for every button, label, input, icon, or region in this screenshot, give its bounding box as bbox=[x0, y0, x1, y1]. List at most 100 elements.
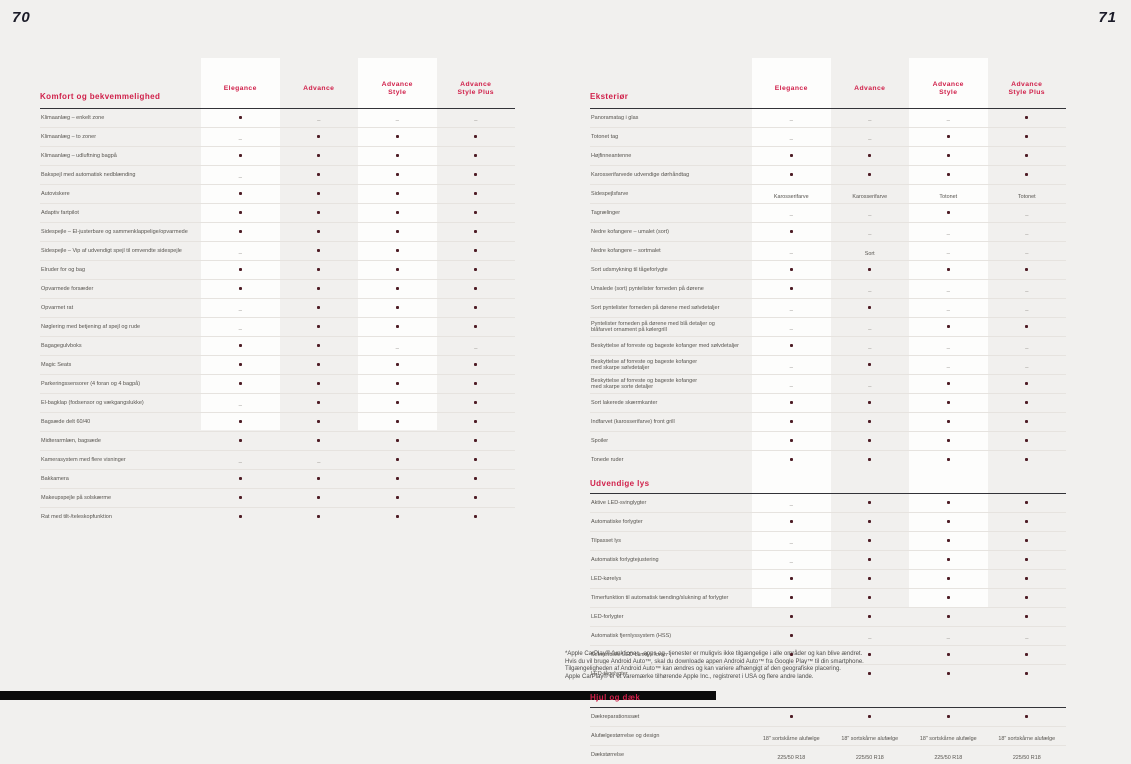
spec-value-cell: – bbox=[831, 109, 910, 127]
spec-value-cell bbox=[752, 413, 831, 431]
feature-included-dot-icon bbox=[474, 439, 478, 443]
feature-included-dot-icon bbox=[395, 363, 399, 367]
spec-value-cell bbox=[988, 394, 1067, 412]
spec-value-cell bbox=[909, 375, 988, 393]
spec-value-cell bbox=[831, 299, 910, 317]
feature-not-available-dash: – bbox=[238, 308, 242, 314]
spec-value-cell: – bbox=[831, 223, 910, 241]
feature-included-dot-icon bbox=[238, 496, 242, 500]
feature-not-available-dash: – bbox=[1025, 365, 1029, 371]
feature-included-dot-icon bbox=[395, 515, 399, 519]
spec-row: Pyntelister forneden på dørene med blå d… bbox=[590, 318, 1066, 337]
spec-row-label: Tagrælinger bbox=[591, 209, 621, 216]
feature-included-dot-icon bbox=[868, 615, 872, 619]
spec-value-cell bbox=[437, 261, 516, 279]
spec-value-cell bbox=[988, 708, 1067, 726]
spec-value-cell bbox=[909, 128, 988, 146]
feature-included-dot-icon bbox=[1025, 596, 1029, 600]
spec-value-cell bbox=[752, 166, 831, 184]
feature-included-dot-icon bbox=[317, 268, 321, 272]
feature-included-dot-icon bbox=[946, 135, 950, 139]
feature-included-dot-icon bbox=[395, 382, 399, 386]
spec-value-cell bbox=[831, 432, 910, 450]
feature-value-text: 18" sortskårne alufælge bbox=[762, 736, 820, 742]
spec-value-cell bbox=[909, 394, 988, 412]
feature-included-dot-icon bbox=[868, 420, 872, 424]
feature-included-dot-icon bbox=[474, 515, 478, 519]
spec-value-cell: 225/50 R18 bbox=[831, 746, 910, 764]
spec-value-cell bbox=[358, 242, 437, 260]
feature-included-dot-icon bbox=[946, 653, 950, 657]
spec-row: Bagagegulvboks – – bbox=[40, 337, 515, 356]
feature-included-dot-icon bbox=[238, 268, 242, 272]
footnote-line: Hvis du vil bruge Android Auto™, skal du… bbox=[565, 658, 864, 665]
feature-included-dot-icon bbox=[789, 401, 793, 405]
spec-value-cell bbox=[909, 204, 988, 222]
feature-included-dot-icon bbox=[1025, 558, 1029, 562]
spec-value-cell bbox=[988, 513, 1067, 531]
feature-included-dot-icon bbox=[789, 439, 793, 443]
spec-value-cell bbox=[358, 413, 437, 431]
spec-value-cell bbox=[201, 375, 280, 393]
feature-not-available-dash: – bbox=[317, 118, 321, 124]
spec-value-cell bbox=[988, 570, 1067, 588]
spec-value-cell: – bbox=[752, 204, 831, 222]
spec-value-cell bbox=[201, 204, 280, 222]
spec-value-cell bbox=[358, 204, 437, 222]
feature-not-available-dash: – bbox=[395, 346, 399, 352]
feature-not-available-dash: – bbox=[789, 137, 793, 143]
spec-value-cell bbox=[358, 432, 437, 450]
feature-included-dot-icon bbox=[474, 135, 478, 139]
feature-included-dot-icon bbox=[238, 363, 242, 367]
comfort-spec-table: Komfort og bekvemmelighed Elegance Advance… bbox=[40, 56, 515, 526]
spec-value-cell bbox=[358, 166, 437, 184]
feature-included-dot-icon bbox=[946, 325, 950, 329]
feature-included-dot-icon bbox=[317, 249, 321, 253]
spec-value-cell bbox=[752, 589, 831, 607]
feature-included-dot-icon bbox=[1025, 173, 1029, 177]
spec-value-cell: Karosserifarve bbox=[831, 185, 910, 203]
spec-value-cell: 18" sortskårne alufælge bbox=[831, 727, 910, 745]
spec-row: LED-forlygter bbox=[590, 608, 1066, 627]
feature-included-dot-icon bbox=[789, 230, 793, 234]
feature-included-dot-icon bbox=[238, 439, 242, 443]
feature-included-dot-icon bbox=[395, 458, 399, 462]
spec-value-cell bbox=[280, 413, 359, 431]
spec-value-cell bbox=[280, 394, 359, 412]
spec-value-cell bbox=[358, 147, 437, 165]
spec-value-cell bbox=[201, 356, 280, 374]
spec-value-cell: – bbox=[988, 242, 1067, 260]
spec-row: Elruder for og bag bbox=[40, 261, 515, 280]
trim-column-header: Elegance bbox=[223, 85, 257, 92]
spec-value-cell bbox=[831, 494, 910, 512]
feature-included-dot-icon bbox=[474, 496, 478, 500]
elegance-column-highlight bbox=[752, 58, 831, 608]
feature-included-dot-icon bbox=[395, 287, 399, 291]
spec-value-cell bbox=[752, 570, 831, 588]
spec-value-cell: – bbox=[201, 166, 280, 184]
feature-included-dot-icon bbox=[474, 192, 478, 196]
feature-included-dot-icon bbox=[946, 501, 950, 505]
spec-value-cell bbox=[988, 589, 1067, 607]
spec-row-label: Opvarmet rat bbox=[41, 304, 74, 311]
spec-value-cell bbox=[201, 147, 280, 165]
feature-included-dot-icon bbox=[1025, 420, 1029, 424]
feature-not-available-dash: – bbox=[868, 384, 872, 390]
spec-value-cell bbox=[437, 223, 516, 241]
feature-included-dot-icon bbox=[868, 596, 872, 600]
spec-row-label: Nedre kofangere – umalet (sort) bbox=[591, 228, 669, 235]
spec-value-cell bbox=[201, 470, 280, 488]
table-header-row: Eksteriør Elegance Advance Advance Style Adv… bbox=[590, 56, 1066, 109]
spec-value-cell: – bbox=[988, 627, 1067, 645]
feature-included-dot-icon bbox=[946, 539, 950, 543]
feature-included-dot-icon bbox=[317, 154, 321, 158]
spec-value-cell bbox=[437, 318, 516, 336]
feature-not-available-dash: – bbox=[789, 503, 793, 509]
spec-value-cell: – bbox=[752, 109, 831, 127]
feature-included-dot-icon bbox=[1025, 653, 1029, 657]
spec-value-cell bbox=[831, 551, 910, 569]
feature-included-dot-icon bbox=[946, 520, 950, 524]
feature-included-dot-icon bbox=[317, 382, 321, 386]
spec-value-cell: 225/50 R18 bbox=[752, 746, 831, 764]
feature-not-available-dash: – bbox=[317, 460, 321, 466]
